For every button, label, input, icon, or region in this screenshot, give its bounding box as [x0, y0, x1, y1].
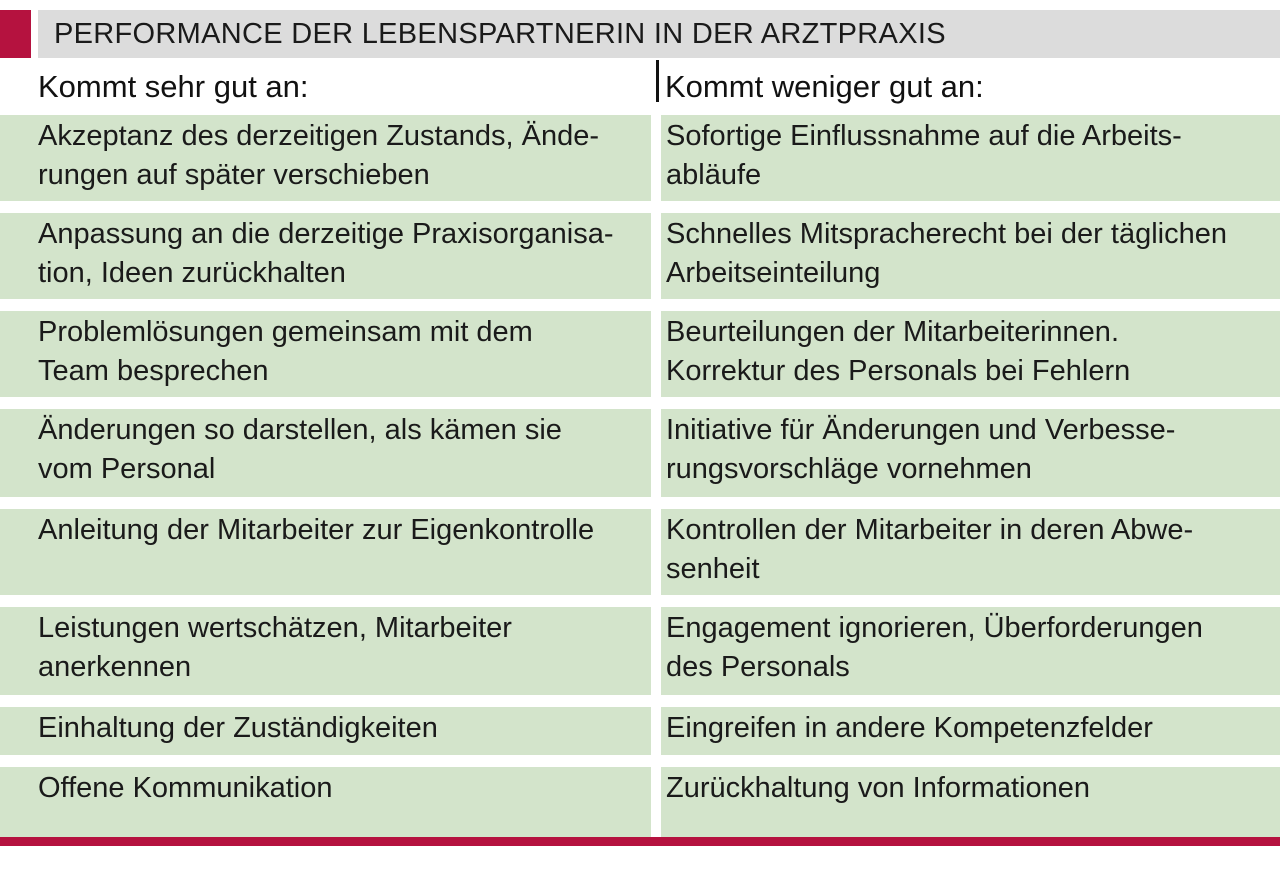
accent-block [0, 10, 31, 58]
table-cell-positive: Änderungen so darstellen, als kämen sie … [0, 409, 651, 497]
table-cell-negative: Kontrollen der Mitarbeiter in deren Abwe… [661, 509, 1280, 595]
cell-text: Initiative für Änderungen und Verbesse- … [666, 414, 1176, 485]
cell-text: Sofortige Einflussnahme auf die Arbeits-… [666, 120, 1182, 191]
cell-text: Akzeptanz des derzeitigen Zustands, Ände… [38, 120, 599, 191]
table-cell-negative: Sofortige Einflussnahme auf die Arbeits-… [661, 115, 1280, 201]
cell-text: Schnelles Mitspracherecht bei der täglic… [666, 218, 1227, 289]
column-header-negative: Kommt weniger gut an: [665, 69, 984, 104]
cell-text: Engagement ignorieren, Überforderungen d… [666, 612, 1203, 683]
cell-text: Anpassung an die derzeitige Praxisorgani… [38, 218, 614, 289]
table-cell-positive: Akzeptanz des derzeitigen Zustands, Ände… [0, 115, 651, 201]
table-cell-positive: Offene Kommunikation [0, 767, 651, 837]
cell-text: Einhaltung der Zuständigkeiten [38, 712, 438, 744]
table-cell-negative: Eingreifen in andere Kompetenzfelder [661, 707, 1280, 755]
table-cell-negative: Zurückhaltung von Informationen [661, 767, 1280, 837]
table-cell-positive: Problemlösungen gemeinsam mit dem Team b… [0, 311, 651, 397]
table-cell-negative: Schnelles Mitspracherecht bei der täglic… [661, 213, 1280, 299]
table-cell-negative: Engagement ignorieren, Überforderungen d… [661, 607, 1280, 695]
table-cell-positive: Anleitung der Mitarbeiter zur Eigenkontr… [0, 509, 651, 595]
cell-text: Problemlösungen gemeinsam mit dem Team b… [38, 316, 533, 387]
title-bar: PERFORMANCE DER LEBENSPARTNERIN IN DER A… [38, 10, 1280, 58]
header-divider [656, 60, 659, 102]
cell-text: Anleitung der Mitarbeiter zur Eigenkontr… [38, 514, 595, 546]
cell-text: Offene Kommunikation [38, 772, 333, 804]
table-cell-positive: Einhaltung der Zuständigkeiten [0, 707, 651, 755]
cell-text: Änderungen so darstellen, als kämen sie … [38, 414, 562, 485]
cell-text: Eingreifen in andere Kompetenzfelder [666, 712, 1153, 744]
table-cell-negative: Beurteilungen der Mitarbeiterinnen. Korr… [661, 311, 1280, 397]
bottom-rule [0, 837, 1280, 846]
table-cell-negative: Initiative für Änderungen und Verbesse- … [661, 409, 1280, 497]
table-cell-positive: Leistungen wertschätzen, Mitarbeiter ane… [0, 607, 651, 695]
cell-text: Beurteilungen der Mitarbeiterinnen. Korr… [666, 316, 1131, 387]
cell-text: Zurückhaltung von Informationen [666, 772, 1090, 804]
cell-text: Kontrollen der Mitarbeiter in deren Abwe… [666, 514, 1194, 585]
page-title: PERFORMANCE DER LEBENSPARTNERIN IN DER A… [54, 17, 946, 50]
cell-text: Leistungen wertschätzen, Mitarbeiter ane… [38, 612, 512, 683]
column-header-positive: Kommt sehr gut an: [38, 69, 309, 104]
table-cell-positive: Anpassung an die derzeitige Praxisorgani… [0, 213, 651, 299]
